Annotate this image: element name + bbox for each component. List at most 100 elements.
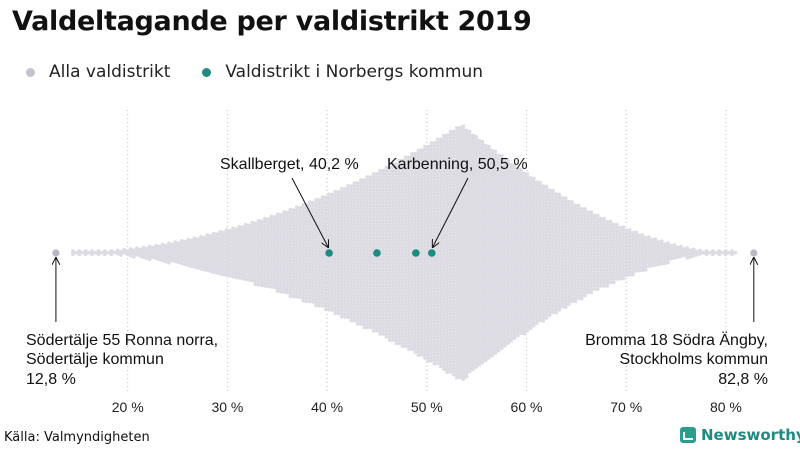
- district-point: [224, 266, 229, 271]
- district-point: [391, 242, 395, 247]
- district-point: [285, 213, 290, 218]
- district-point: [349, 302, 354, 307]
- district-point: [323, 278, 328, 283]
- district-point: [403, 190, 408, 195]
- district-point: [320, 224, 325, 228]
- district-point: [397, 184, 402, 189]
- district-point: [419, 337, 424, 341]
- district-point: [346, 251, 350, 256]
- district-point: [371, 191, 376, 196]
- district-point: [336, 222, 341, 226]
- district-point: [394, 216, 398, 221]
- district-point: [362, 203, 366, 208]
- district-point: [378, 220, 382, 224]
- district-point: [391, 267, 395, 272]
- district-point: [336, 298, 341, 303]
- district-point: [384, 261, 389, 266]
- district-point: [231, 268, 235, 272]
- district-point: [320, 275, 325, 279]
- district-point: [410, 222, 414, 227]
- district-point: [416, 164, 421, 169]
- district-point: [317, 268, 322, 273]
- district-point: [387, 219, 392, 224]
- district-point: [423, 154, 427, 159]
- district-point: [71, 249, 75, 253]
- district-point: [477, 362, 482, 367]
- district-point: [285, 271, 290, 276]
- district-point: [301, 273, 306, 278]
- district-point: [301, 206, 306, 211]
- district-point: [208, 234, 213, 238]
- district-point: [387, 322, 392, 327]
- district-point: [314, 197, 318, 202]
- district-point: [381, 213, 386, 218]
- district-point: [327, 198, 331, 203]
- district-point: [208, 240, 213, 245]
- district-point: [387, 274, 392, 279]
- district-point: [279, 276, 283, 281]
- district-point: [336, 215, 341, 220]
- district-point: [339, 292, 344, 297]
- district-point: [403, 299, 408, 304]
- district-point: [378, 172, 382, 176]
- district-point: [419, 327, 424, 332]
- district-point: [365, 191, 370, 195]
- district-point: [291, 285, 296, 289]
- district-point: [295, 259, 299, 264]
- district-point: [362, 200, 366, 205]
- district-point: [403, 203, 408, 208]
- district-point: [397, 277, 402, 282]
- district-point: [346, 244, 350, 249]
- district-point: [365, 277, 370, 282]
- district-point: [259, 248, 264, 253]
- district-point: [330, 292, 334, 296]
- district-point: [362, 191, 366, 195]
- district-point: [266, 278, 270, 282]
- district-point: [282, 222, 286, 227]
- district-point: [333, 279, 338, 284]
- district-point: [378, 210, 382, 215]
- district-point: [314, 213, 318, 218]
- district-point: [416, 334, 421, 338]
- district-point: [295, 263, 299, 267]
- district-point: [391, 226, 395, 231]
- district-point: [407, 158, 411, 163]
- district-point: [330, 272, 334, 277]
- district-point: [410, 244, 414, 249]
- district-point: [320, 268, 325, 273]
- district-point: [394, 274, 398, 278]
- district-point: [362, 235, 366, 240]
- district-point: [295, 243, 299, 248]
- district-point: [381, 277, 386, 282]
- district-point: [263, 277, 267, 282]
- district-point: [419, 257, 424, 261]
- district-point: [179, 255, 184, 259]
- district-point: [330, 234, 334, 239]
- district-point: [487, 355, 491, 360]
- district-point: [397, 341, 402, 346]
- district-point: [346, 232, 350, 236]
- district-point: [384, 296, 389, 301]
- district-point: [163, 250, 168, 254]
- district-point: [381, 316, 386, 320]
- district-point: [183, 262, 187, 267]
- district-point: [381, 181, 386, 186]
- district-point: [349, 270, 354, 275]
- district-point: [378, 242, 382, 247]
- district-point: [359, 280, 363, 285]
- district-point: [215, 267, 219, 272]
- district-point: [311, 252, 315, 256]
- district-point: [413, 228, 418, 233]
- district-point: [157, 251, 162, 255]
- district-point: [339, 186, 344, 191]
- district-point: [355, 190, 360, 195]
- district-point: [269, 253, 274, 257]
- district-point: [320, 198, 325, 203]
- district-point: [179, 251, 184, 256]
- district-point: [394, 171, 398, 176]
- district-point: [339, 282, 344, 287]
- district-point: [378, 303, 382, 307]
- district-point: [311, 220, 315, 224]
- district-point: [163, 246, 168, 251]
- district-point: [461, 377, 466, 381]
